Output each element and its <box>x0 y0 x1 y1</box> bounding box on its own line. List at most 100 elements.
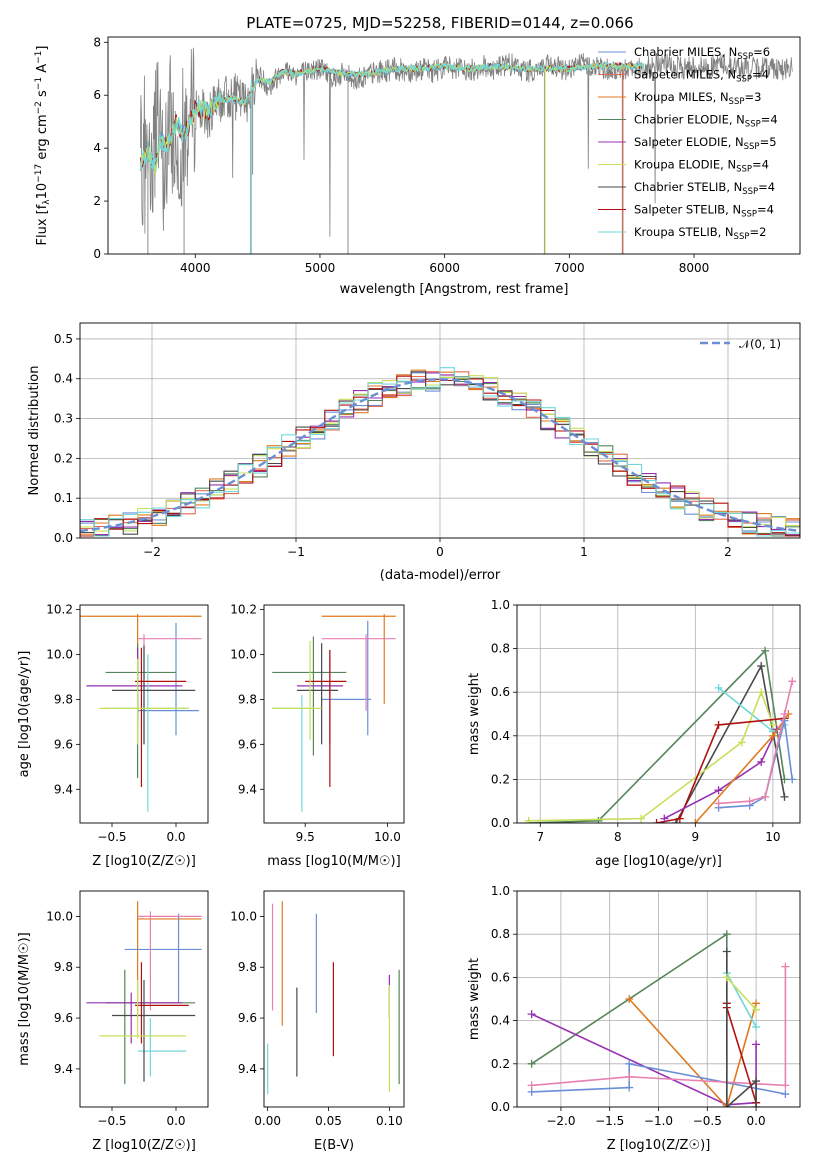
y-tick-label: 0.4 <box>491 729 510 743</box>
legend-entry: Salpeter ELODIE, NSSP=5 <box>634 135 777 152</box>
y-tick-label: 9.6 <box>238 737 257 751</box>
x-tick-label: −0.5 <box>693 1114 722 1128</box>
x-tick-label: 9 <box>692 830 700 844</box>
weight-marker <box>675 814 684 823</box>
weight-marker <box>761 646 770 655</box>
weight-marker <box>527 1081 536 1090</box>
weight-series <box>531 1013 757 1106</box>
x-axis-label: Z [log10(Z/Z☉)] <box>607 1138 711 1153</box>
weight-marker <box>752 1103 761 1107</box>
weight-marker <box>714 683 723 692</box>
weight-marker <box>780 710 789 718</box>
x-tick-label: 0.05 <box>315 1114 342 1128</box>
y-tick-label: 6 <box>93 88 101 102</box>
weight-series <box>726 976 757 1011</box>
x-tick-label: −2 <box>143 545 161 559</box>
normal-curve <box>80 377 800 533</box>
histograms <box>80 367 800 537</box>
y-axis-label: mass [log10(M/M☉)] <box>17 932 32 1065</box>
x-tick-label: −0.5 <box>97 1114 126 1128</box>
x-tick-label: 5000 <box>305 261 336 275</box>
axes-frame <box>263 890 405 1108</box>
x-axis-label: (data-model)/error <box>380 568 501 583</box>
y-tick-label: 9.8 <box>54 692 73 706</box>
x-tick-label: 8 <box>614 830 622 844</box>
legend-entry: Chabrier MILES, NSSP=6 <box>634 45 770 62</box>
axes-frame <box>79 604 209 824</box>
x-tick-label: 9.5 <box>296 830 315 844</box>
weight-marker <box>714 786 723 795</box>
y-tick-label: 9.4 <box>54 782 73 796</box>
weight-series <box>675 663 786 823</box>
y-tick-label: 9.6 <box>54 1011 73 1025</box>
y-tick-label: 0.0 <box>491 1100 510 1114</box>
spectrum-model <box>139 61 645 170</box>
panel-massweight_vs_age: 7 8 9 10 0.0 0.2 0.4 0.6 0.8 1.0 age [log10(age/yr… <box>467 598 801 869</box>
y-tick-label: 10.0 <box>230 909 257 923</box>
x-tick-label: −2.0 <box>546 1114 575 1128</box>
y-tick-label: 9.4 <box>238 782 257 796</box>
legend-entry: Salpeter STELIB, NSSP=4 <box>634 203 774 220</box>
weight-series <box>663 728 778 820</box>
y-axis-label: Normed distribution <box>27 366 42 496</box>
y-tick-label: 9.8 <box>54 960 73 974</box>
weight-marker <box>768 731 777 740</box>
weight-marker <box>737 738 746 747</box>
x-tick-label: 0.00 <box>254 1114 281 1128</box>
weight-marker <box>745 797 754 806</box>
axes-frame <box>79 890 209 1108</box>
x-axis-label: E(B-V) <box>314 1138 354 1153</box>
weight-marker <box>788 775 797 784</box>
axes-frame <box>107 36 801 255</box>
x-tick-label: 0.0 <box>747 1114 766 1128</box>
legend-entry: Chabrier ELODIE, NSSP=4 <box>634 113 778 130</box>
weight-marker <box>757 688 766 697</box>
weight-lines <box>527 930 790 1107</box>
weight-marker <box>757 662 766 671</box>
weight-marker <box>625 1083 634 1092</box>
y-tick-label: 0.4 <box>54 372 73 386</box>
y-axis-label: Flux [fλ10−17 erg cm−2 s−1 A−1] <box>34 46 52 246</box>
panel-mass_vs_ebv: 0.00 0.05 0.10 9.4 9.6 9.8 10.0 E(B-V) <box>230 890 405 1153</box>
y-tick-label: 9.8 <box>238 960 257 974</box>
x-axis-label: wavelength [Angstrom, rest frame] <box>340 282 569 297</box>
x-tick-label: 6000 <box>429 261 460 275</box>
weight-marker <box>761 792 770 801</box>
y-tick-label: 0.8 <box>491 927 510 941</box>
y-tick-label: 0.0 <box>491 816 510 830</box>
weight-series <box>718 720 793 809</box>
x-tick-label: 1 <box>580 545 588 559</box>
y-tick-label: 9.6 <box>238 1011 257 1025</box>
weight-marker <box>781 1081 790 1090</box>
y-axis-label: age [log10(age/yr)] <box>17 651 32 778</box>
y-tick-label: 10.0 <box>230 647 257 661</box>
weight-marker <box>722 947 731 956</box>
axes-frame <box>263 604 405 824</box>
weight-marker <box>722 930 731 939</box>
x-axis-label: Z [log10(Z/Z☉)] <box>92 854 196 869</box>
legend-entry: Salpeter MILES, NSSP=4 <box>634 68 769 85</box>
x-tick-label: −1.5 <box>595 1114 624 1128</box>
weight-marker <box>625 1072 634 1081</box>
axes-frame <box>79 322 801 539</box>
x-tick-label: 10 <box>765 830 780 844</box>
weight-marker <box>625 1059 634 1068</box>
y-axis-label: mass weight <box>467 958 482 1040</box>
y-tick-label: 0.0 <box>54 531 73 545</box>
weight-marker <box>781 962 790 971</box>
y-tick-label: 10.2 <box>230 602 257 616</box>
y-tick-label: 0.1 <box>54 491 73 505</box>
panel-massweight_vs_Z: −2.0 −1.5 −1.0 −0.5 0.0 0.0 0.2 0.4 0.6 0.8 1.0 Z [… <box>467 884 801 1153</box>
y-tick-label: 0.3 <box>54 412 73 426</box>
x-tick-label: 0.0 <box>166 1114 185 1128</box>
x-tick-label: −1.0 <box>644 1114 673 1128</box>
weight-series <box>726 951 757 1107</box>
weight-marker <box>637 814 646 823</box>
weight-marker <box>788 677 797 686</box>
weight-marker <box>780 792 789 801</box>
page-title: PLATE=0725, MJD=52258, FIBERID=0144, z=0… <box>246 14 633 32</box>
panel-mass_vs_Z: −0.5 0.0 9.4 9.6 9.8 10.0 Z [log10(Z/Z☉)] mass … <box>17 890 209 1153</box>
spectrum-data <box>140 47 793 237</box>
x-axis-label: age [log10(age/yr)] <box>595 854 722 869</box>
